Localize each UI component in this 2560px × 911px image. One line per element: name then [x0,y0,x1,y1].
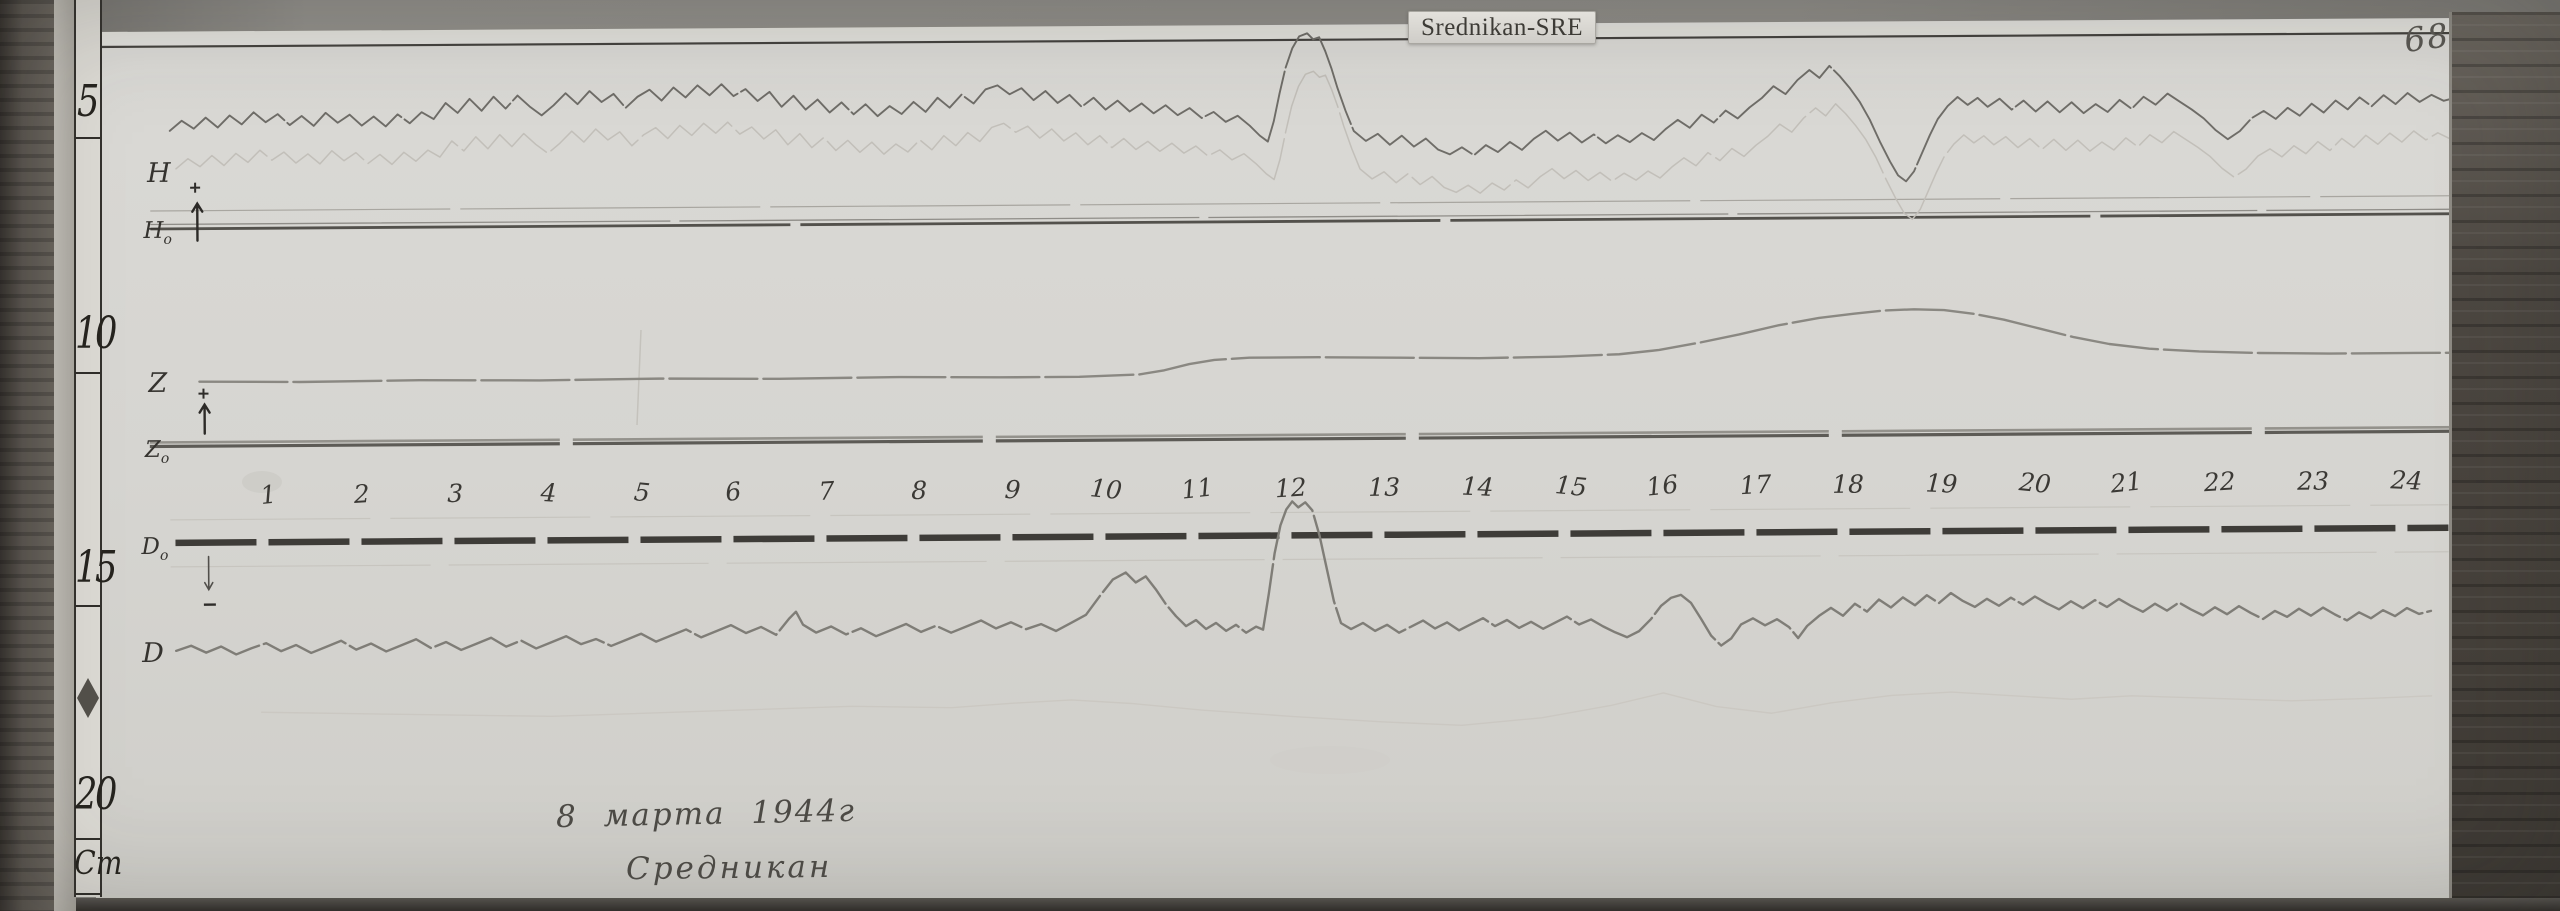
hour-label-19: 19 [1925,468,1958,498]
ruler-light-backing [54,0,76,911]
hour-label-1: 1 [259,479,278,510]
date-caption: 8 марта 1944г [555,792,857,836]
trace-label-d: D [141,638,164,669]
ruler-division-line [75,605,100,607]
hour-label-10: 10 [1089,473,1124,505]
plus-mark [198,388,209,399]
page-number: 68 [2401,14,2453,61]
hour-label-17: 17 [1739,469,1773,500]
hour-label-24: 24 [2389,465,2423,495]
paper-curled-edge [96,18,2462,46]
z0-baseline-upper [149,425,2462,444]
table-bottom-edge [0,898,2560,911]
trace-label-z: Z [147,368,168,399]
trace-label-h: H [146,158,171,189]
paper-smudge [1270,746,1390,774]
hour-label-15: 15 [1554,470,1588,502]
z0-baseline [149,429,2462,449]
h-faint-echo-trace [175,70,2463,221]
hour-label-11: 11 [1180,472,1215,504]
hour-label-16: 16 [1645,469,1680,501]
station-sticker-label: Srednikan-SRE [1408,11,1596,44]
hour-label-13: 13 [1368,473,1400,502]
hour-label-6: 6 [724,476,743,507]
plus-mark [190,182,201,193]
h0-echo-line [150,208,2461,226]
ruler-division-line [75,372,100,374]
table-wood-right-edge [2449,12,2560,911]
arrow-up-icon [198,402,211,435]
hour-label-21: 21 [2108,466,2144,498]
hour-label-20: 20 [2017,467,2053,499]
ruler-mark-5: 5 [77,76,99,127]
station-caption: Средникан [625,848,833,888]
hour-label-4: 4 [539,478,557,508]
d0-faint-upper [170,504,2449,521]
hour-label-5: 5 [633,477,652,507]
ruler-division-line [75,893,100,895]
photo-paper [96,32,2462,902]
hour-label-7: 7 [818,476,836,506]
d0-baseline [175,524,2449,547]
ruler-wood-backing [0,0,56,911]
ruler-mark-15: 15 [75,542,117,593]
declination-faint-echo-trace [260,691,2433,727]
scale-ruler: 5 10 15 20 Cm [0,0,123,911]
ruler-division-line [75,137,100,139]
trace-label-ho: Ho [142,218,172,248]
d0-faint-lower [170,551,2449,568]
paper-top-edge-line [95,31,2463,49]
hour-label-8: 8 [911,476,927,505]
ruler-face [74,0,102,897]
horizontal-intensity-trace [168,32,2457,183]
declination-trace [174,500,2433,656]
paper-smudge [242,471,282,493]
hour-label-18: 18 [1832,470,1864,499]
arrow-down-icon [203,555,214,592]
hour-label-2: 2 [352,479,371,509]
hour-label-22: 22 [2202,466,2236,497]
ruler-unit-label: Cm [74,843,123,882]
ruler-mark-20: 20 [75,769,117,820]
hour-label-9: 9 [1004,475,1021,505]
hour-label-12: 12 [1274,473,1307,504]
diamond-icon [77,678,99,718]
hour-label-23: 23 [2296,467,2329,496]
vertical-intensity-trace [198,308,2459,384]
hour-label-3: 3 [447,479,463,508]
h-upper-faint-line [150,195,2461,212]
h0-baseline [150,212,2461,231]
arrow-up-icon [191,201,204,242]
hour-label-14: 14 [1461,471,1494,501]
ruler-division-line [75,838,100,840]
ruler-mark-10: 10 [75,308,117,359]
paper-scratch [636,329,642,426]
